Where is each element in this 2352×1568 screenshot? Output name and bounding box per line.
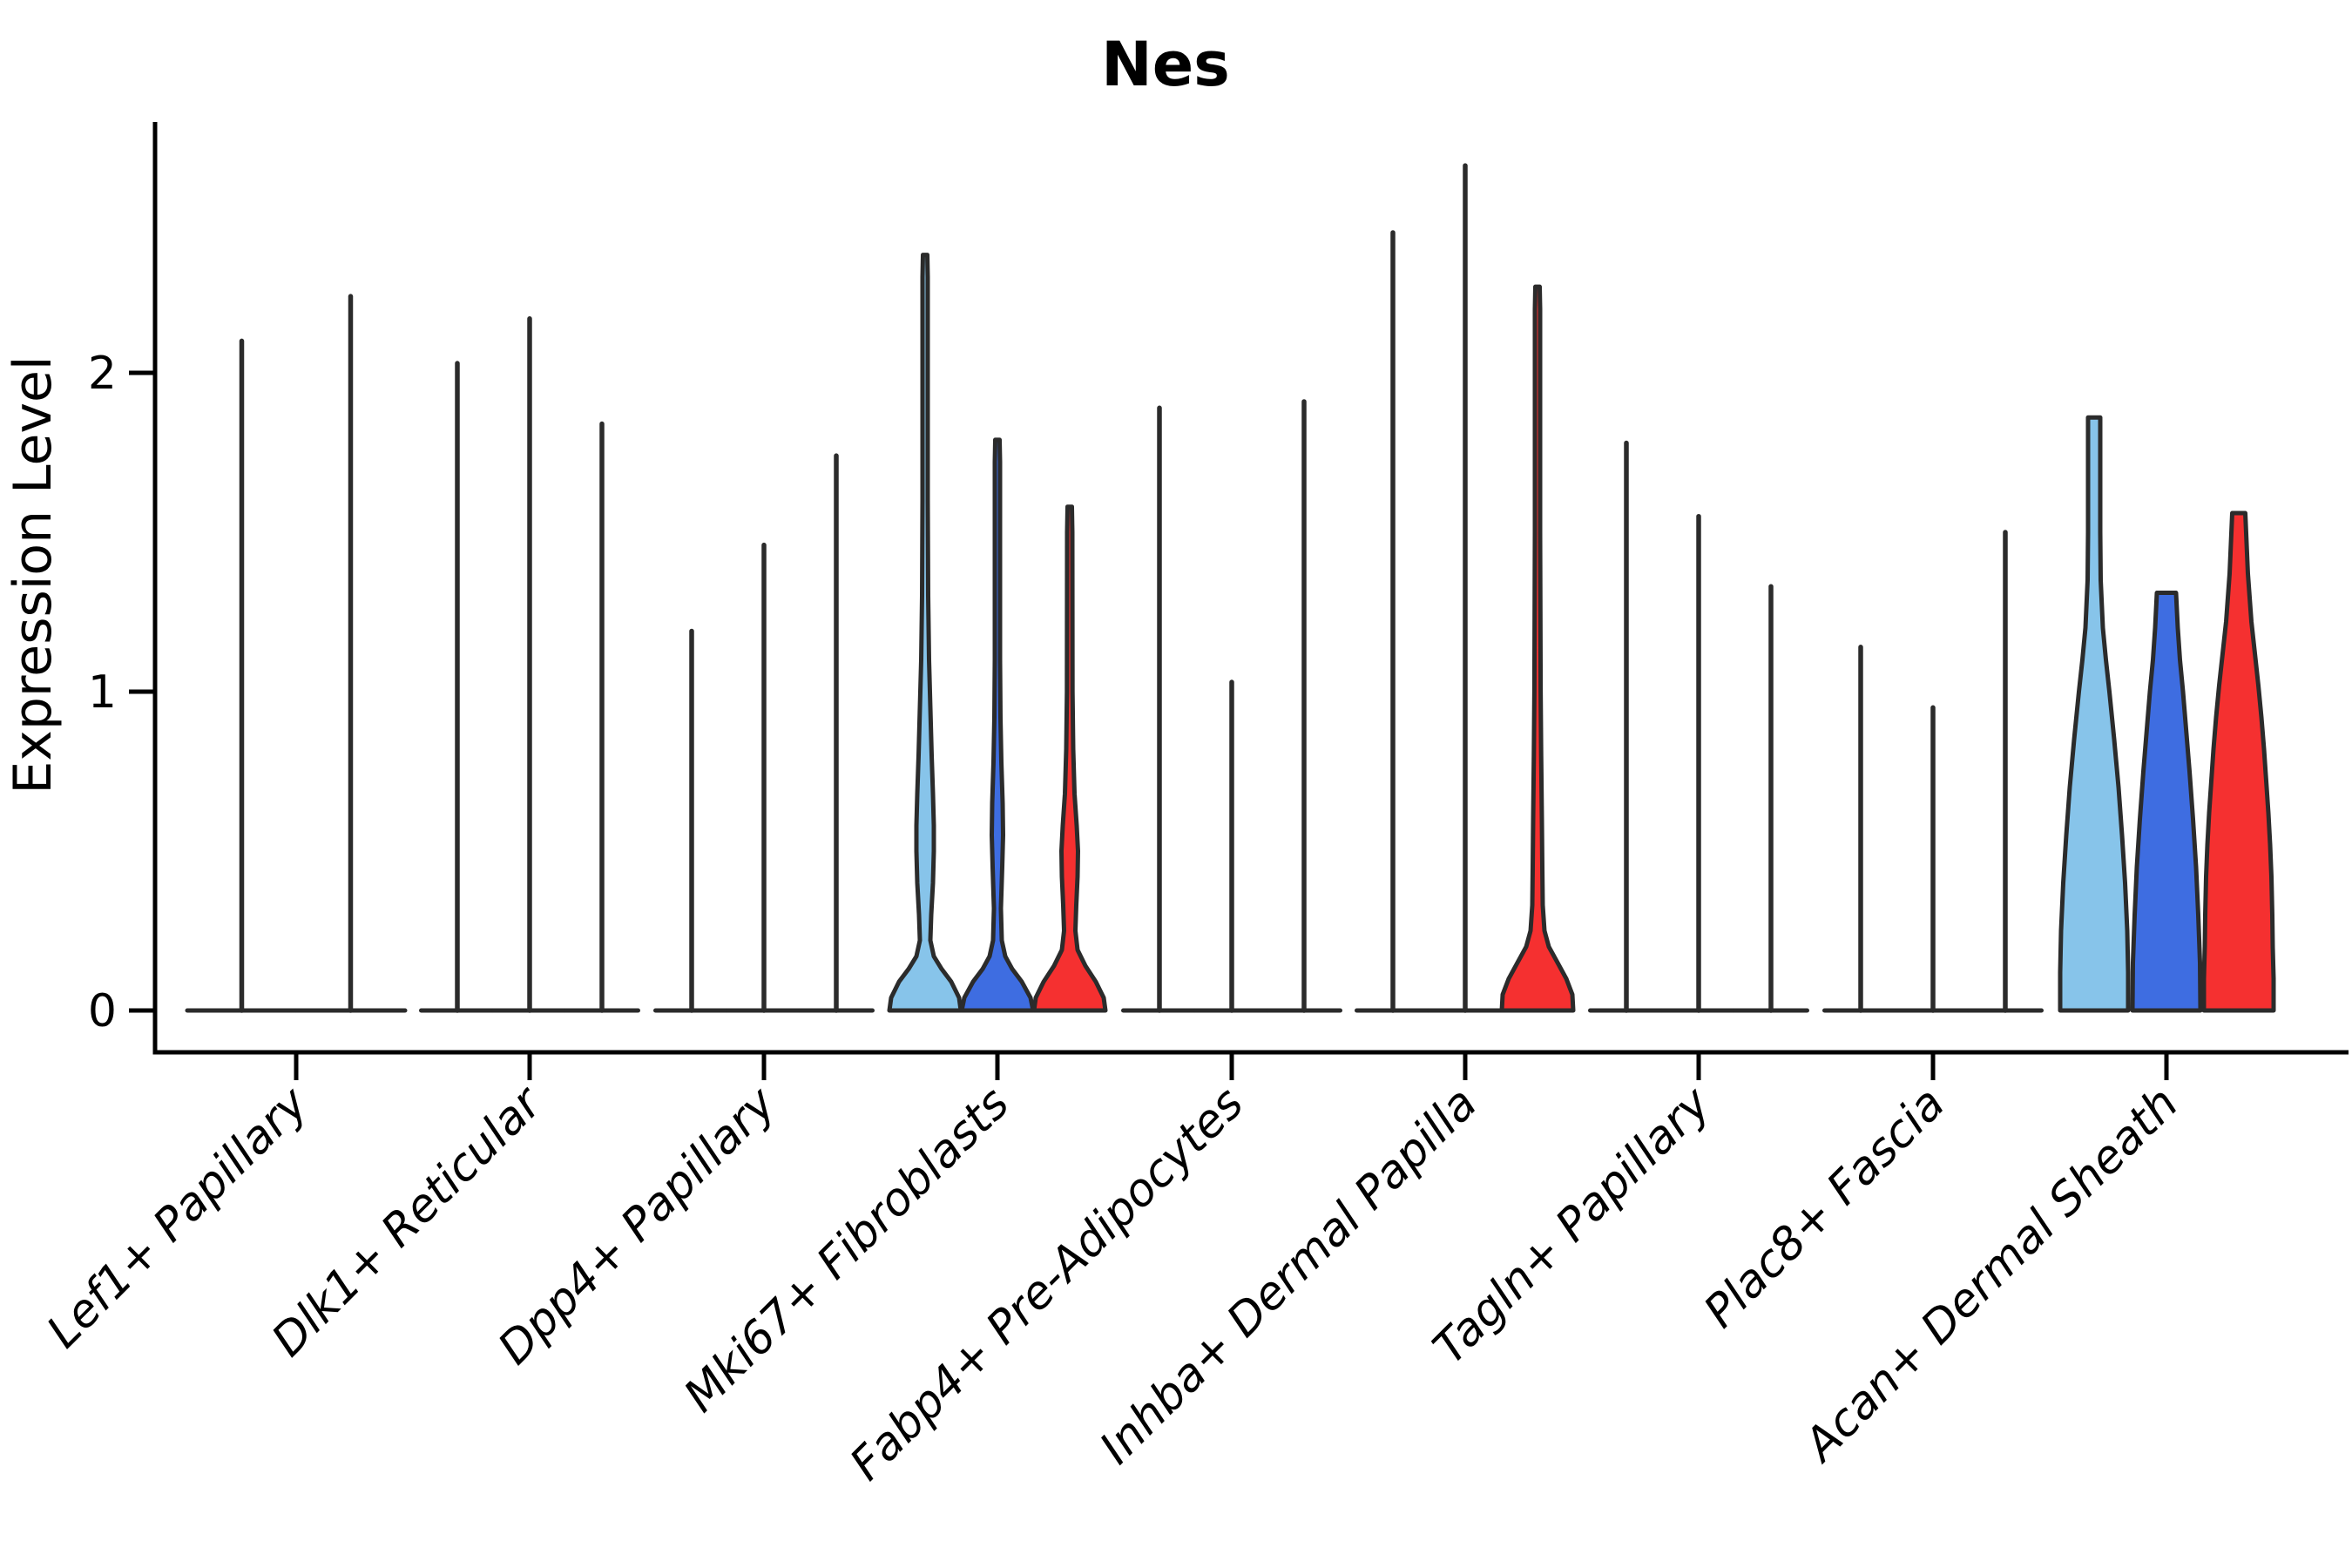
y-tick-label-1: 1 bbox=[88, 666, 117, 719]
violins-layer bbox=[185, 163, 2276, 1013]
violin-body-4-1 bbox=[887, 253, 963, 1013]
violin-body-6-3 bbox=[1499, 284, 1576, 1013]
chart-title: Nes bbox=[1101, 29, 1230, 100]
y-tick-label-2: 2 bbox=[88, 348, 117, 400]
x-tick-label-8: Plac8+ Fascia bbox=[1694, 1078, 1955, 1338]
x-tick-label-9: Acan+ Dermal Sheath bbox=[1793, 1078, 2188, 1473]
y-tick-label-0: 0 bbox=[88, 985, 117, 1037]
violin-body-9-3 bbox=[2201, 510, 2276, 1013]
violin-body-4-2 bbox=[959, 437, 1036, 1013]
y-axis-label: Expression Level bbox=[3, 355, 64, 794]
x-tick-label-5: Fabp4+ Pre-Adipocytes bbox=[841, 1078, 1254, 1491]
violin-body-9-1 bbox=[2058, 415, 2131, 1013]
violin-body-9-2 bbox=[2130, 591, 2203, 1013]
violin-body-4-3 bbox=[1031, 504, 1108, 1013]
x-tick-label-6: Inhba+ Dermal Papilla bbox=[1090, 1078, 1487, 1475]
